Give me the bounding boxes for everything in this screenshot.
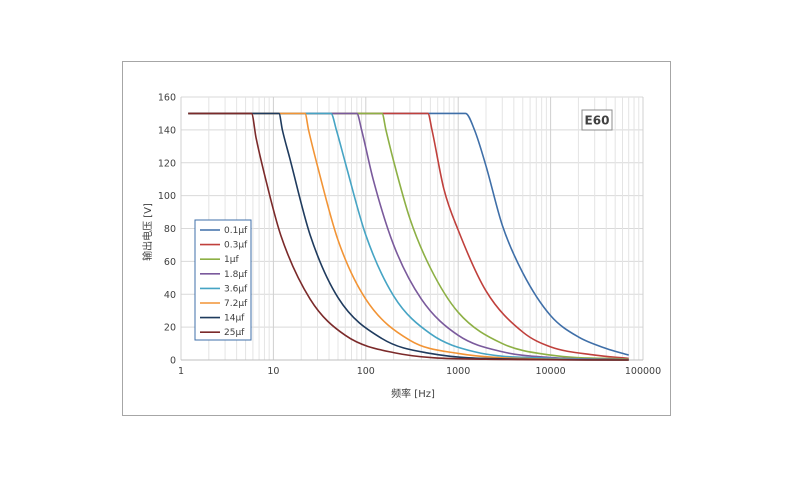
series-line-4 (188, 112, 629, 361)
y-tick-label: 20 (164, 323, 176, 334)
frequency-response-chart: 0 20 40 60 80 100 120 140 160 1 10 100 1000 10000 1000… (141, 93, 661, 401)
badge: E60 (581, 109, 613, 131)
legend-label: 25μf (224, 328, 245, 338)
legend-label: 0.3μf (224, 241, 248, 251)
axes: 0 20 40 60 80 100 120 140 160 1 10 100 1000 10000 1000… (158, 93, 661, 378)
y-tick-label: 60 (164, 257, 176, 268)
x-tick-label: 10000 (535, 366, 565, 377)
legend-label: 14μf (224, 314, 245, 324)
x-tick-label: 100 (357, 366, 375, 377)
y-axis-title: 输出电压 [V] (141, 203, 154, 261)
legend-label: 1.8μf (224, 270, 248, 280)
badge-box (581, 109, 613, 131)
x-tick-label: 100000 (625, 366, 661, 377)
y-tick-label: 100 (158, 191, 176, 202)
legend-label: 0.1μf (224, 226, 248, 236)
series-line-7 (188, 112, 629, 361)
x-tick-label: 1 (178, 366, 184, 377)
legend-label: 1μf (224, 255, 239, 265)
y-tick-label: 80 (164, 224, 176, 235)
series-line-8 (188, 112, 629, 361)
x-axis-title: 频率 [Hz] (391, 387, 435, 400)
y-tick-label: 40 (164, 290, 176, 301)
series-line-1 (188, 112, 629, 356)
series-lines (188, 112, 629, 361)
series-line-3 (188, 112, 629, 360)
chart-frame: 0 20 40 60 80 100 120 140 160 1 10 100 1000 10000 1000… (122, 61, 671, 416)
x-tick-label: 1000 (446, 366, 470, 377)
series-line-5 (188, 112, 629, 361)
series-line-6 (188, 112, 629, 361)
legend-box (194, 219, 252, 341)
y-tick-label: 120 (158, 158, 176, 169)
legend-label: 7.2μf (224, 299, 248, 309)
x-tick-label: 10 (267, 366, 279, 377)
legend-label: 3.6μf (224, 284, 248, 294)
y-tick-label: 160 (158, 93, 176, 104)
badge-label: E60 (585, 114, 610, 128)
legend: 0.1μf 0.3μf 1μf 1.8μf 3.6μf 7.2μf 14μf 25μf (194, 219, 252, 341)
series-line-2 (188, 112, 629, 360)
y-tick-label: 0 (170, 356, 176, 367)
y-tick-label: 140 (158, 125, 176, 136)
